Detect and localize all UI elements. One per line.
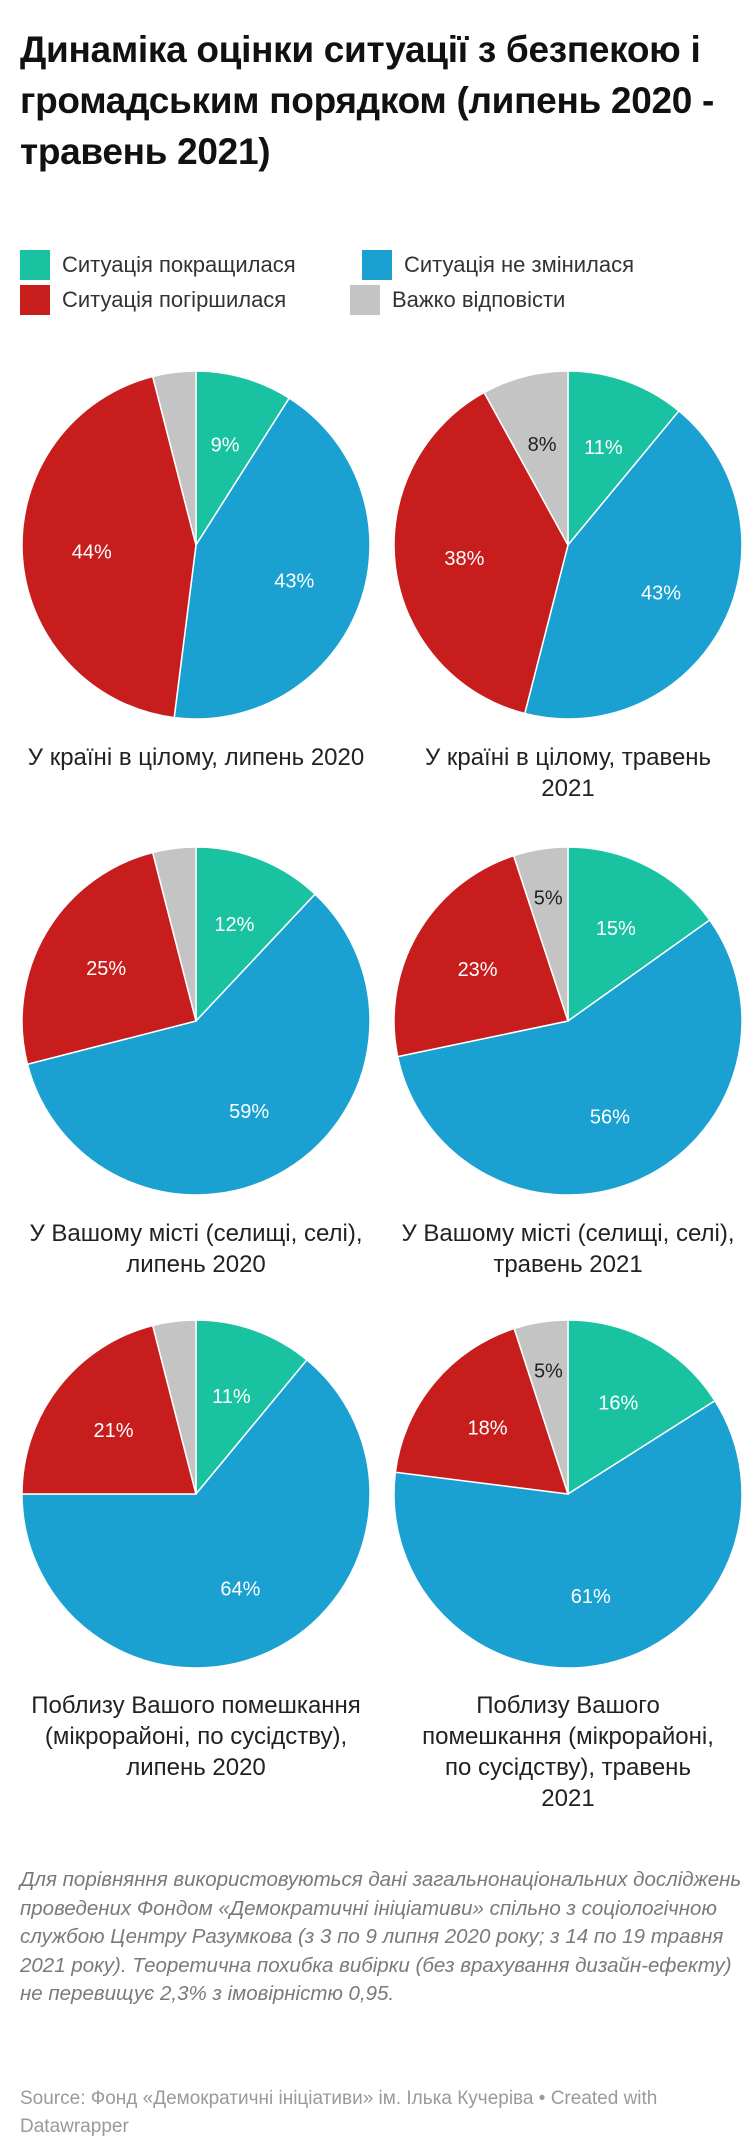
pie-chart: 16% 61% 18% 5% bbox=[393, 1319, 743, 1669]
legend-item-improved: Ситуація покращилася bbox=[20, 250, 296, 280]
pie-data-label: 15% bbox=[596, 918, 636, 940]
pie-slice-worsened bbox=[394, 1327, 570, 1495]
pie-caption: Поблизу Вашого помешкання (мікрорайоні, … bbox=[31, 1692, 361, 1781]
legend-item-unchanged: Ситуація не змінилася bbox=[362, 250, 634, 280]
pie-data-label: 9% bbox=[211, 435, 240, 457]
legend-label: Важко відповісти bbox=[392, 287, 566, 312]
pie-data-label: 5% bbox=[534, 887, 563, 909]
pie-data-label: 18% bbox=[468, 1417, 508, 1439]
pie-data-label: 21% bbox=[93, 1420, 133, 1442]
pie-data-label: 43% bbox=[274, 570, 314, 592]
pie-data-label: 12% bbox=[214, 914, 254, 936]
legend-swatch bbox=[20, 285, 50, 315]
pie-slice-worsened bbox=[21, 375, 197, 719]
pie-slice-worsened bbox=[393, 854, 569, 1058]
pie-caption: У Вашому місті (селищі, селі), липень 20… bbox=[29, 1220, 363, 1278]
pie-slice-unchanged bbox=[393, 1399, 743, 1669]
pie-data-label: 61% bbox=[571, 1586, 611, 1608]
pie-data-label: 16% bbox=[598, 1393, 638, 1415]
pie-data-label: 38% bbox=[444, 548, 484, 570]
pie-slice-unchanged bbox=[21, 1358, 371, 1669]
legend-label: Ситуація погіршилася bbox=[62, 287, 287, 312]
pie-slice-hard-to-say bbox=[151, 370, 197, 546]
pie-caption: У Вашому місті (селищі, селі), травень 2… bbox=[401, 1220, 735, 1278]
pie-data-label: 44% bbox=[72, 542, 112, 564]
legend-swatch bbox=[20, 250, 50, 280]
pie-slice-unchanged bbox=[173, 397, 371, 720]
pie-slice-improved bbox=[567, 1319, 716, 1496]
pie-data-label: 23% bbox=[458, 959, 498, 981]
chart-note: Для порівняння використовуються дані заг… bbox=[20, 1868, 742, 2005]
pie-slice-improved bbox=[195, 846, 317, 1023]
pie-slice-hard-to-say bbox=[151, 1319, 197, 1495]
pie-slice-hard-to-say bbox=[151, 846, 197, 1022]
pie-slice-worsened bbox=[21, 1324, 197, 1495]
pie-slice-unchanged bbox=[523, 409, 743, 720]
pie-data-label: 64% bbox=[220, 1578, 260, 1600]
pie-chart: 15% 56% 23% 5% bbox=[393, 846, 743, 1196]
legend-label: Ситуація покращилася bbox=[62, 252, 296, 277]
pie-slice-improved bbox=[567, 370, 680, 548]
pie-data-label: 25% bbox=[86, 958, 126, 980]
pie-data-label: 11% bbox=[584, 437, 623, 459]
pie-slice-improved bbox=[567, 846, 711, 1023]
pie-data-label: 11% bbox=[212, 1386, 251, 1408]
legend-item-hard-to-say: Важко відповісти bbox=[350, 285, 565, 315]
pie-chart: 12% 59% 25% bbox=[21, 846, 371, 1196]
legend-label: Ситуація не змінилася bbox=[404, 252, 635, 277]
pie-charts: 9%43%44%11%43%38%8%12%59%25%15%56%23%5%1… bbox=[21, 370, 743, 1669]
pie-caption: У країні в цілому, травень 2021 bbox=[424, 744, 712, 802]
legend-swatch bbox=[362, 250, 392, 280]
pie-data-label: 59% bbox=[229, 1101, 269, 1123]
legend-item-worsened: Ситуація погіршилася bbox=[20, 285, 286, 315]
pie-chart: 11% 64% 21% bbox=[21, 1319, 371, 1669]
pie-slice-unchanged bbox=[26, 893, 371, 1196]
legend-swatch bbox=[350, 285, 380, 315]
chart-title: Динаміка оцінки ситуації з безпекою і гр… bbox=[20, 29, 715, 172]
chart-source: Source: Фонд «Демократичні ініціативи» і… bbox=[20, 2088, 658, 2137]
pie-slice-improved bbox=[195, 1319, 308, 1497]
pie-chart: 9% 43% 44% bbox=[21, 370, 371, 720]
pie-slice-worsened bbox=[393, 391, 569, 715]
pie-slice-hard-to-say bbox=[512, 846, 569, 1022]
pie-chart: 11% 43% 38% 8% bbox=[393, 370, 743, 720]
pie-data-label: 56% bbox=[590, 1107, 630, 1129]
pie-data-label: 8% bbox=[528, 434, 557, 456]
pie-slice-unchanged bbox=[396, 919, 743, 1196]
pie-slice-improved bbox=[195, 370, 291, 548]
pie-slice-hard-to-say bbox=[513, 1319, 569, 1495]
pie-data-label: 5% bbox=[534, 1360, 563, 1382]
pie-slice-hard-to-say bbox=[483, 370, 569, 546]
pie-caption: У країні в цілому, липень 2020 bbox=[27, 744, 365, 771]
pie-slice-worsened bbox=[21, 851, 197, 1066]
pie-data-label: 43% bbox=[641, 582, 681, 604]
pie-caption: Поблизу Вашого помешкання (мікрорайоні, … bbox=[422, 1692, 714, 1812]
